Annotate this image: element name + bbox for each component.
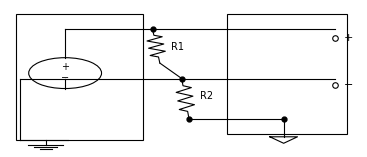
Text: −: −: [344, 80, 353, 90]
Bar: [16, 14, 143, 140]
Text: −: −: [61, 73, 69, 84]
Text: +: +: [344, 33, 353, 43]
Text: +: +: [61, 62, 69, 72]
Text: R2: R2: [200, 91, 213, 101]
Bar: [227, 14, 348, 134]
Text: R1: R1: [171, 42, 184, 52]
